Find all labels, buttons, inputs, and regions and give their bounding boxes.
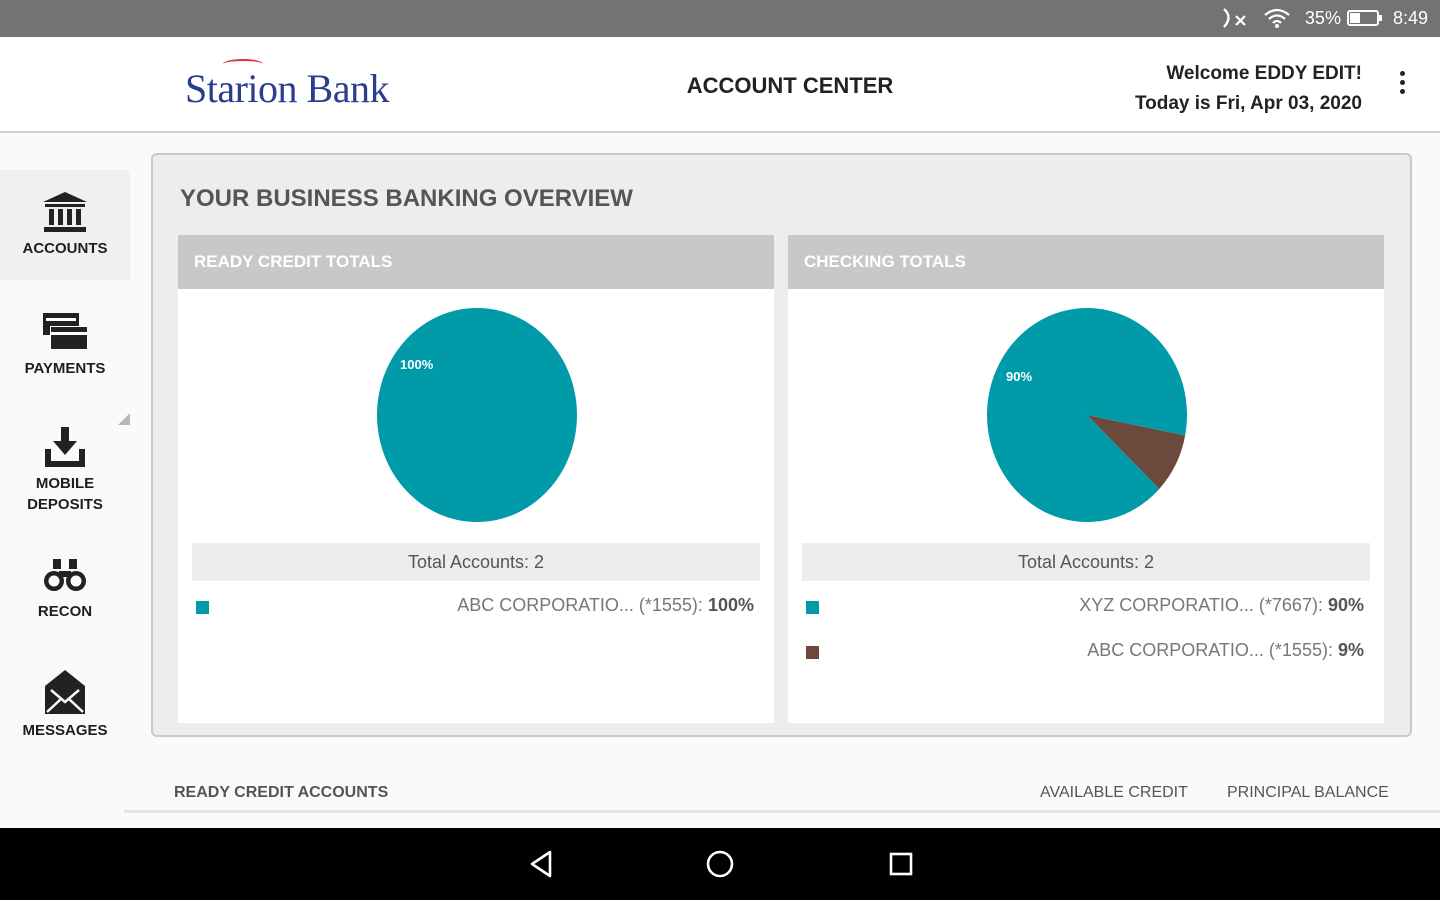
download-deposit-icon [45,427,85,467]
legend-acct: (*1555): [638,595,703,615]
legend-name: ABC CORPORATIO... [1087,640,1264,660]
overview-title: YOUR BUSINESS BANKING OVERVIEW [180,185,633,212]
back-icon[interactable] [526,848,556,880]
welcome-text: Welcome EDDY EDIT! [1166,63,1362,84]
legend-item: ABC CORPORATIO... (*1555): 9% [804,640,1364,664]
home-icon[interactable] [704,848,736,880]
binoculars-icon [44,559,86,591]
status-bar: 35% 8:49 [0,0,1440,37]
logo-text: Starion Bank [185,66,389,111]
pie-slice-label: 90% [1006,369,1032,384]
sidebar-item-mobile-deposits[interactable]: MOBILE DEPOSITS [0,425,130,515]
panel-header: CHECKING TOTALS [788,235,1384,289]
battery-percent: 35% [1304,7,1341,28]
overview-card: YOUR BUSINESS BANKING OVERVIEW READY CRE… [151,153,1412,737]
legend-swatch [806,601,819,614]
sidebar-item-accounts[interactable]: ACCOUNTS [0,170,130,280]
recents-icon[interactable] [886,848,916,880]
sidebar-item-label: MESSAGES [22,722,108,739]
legend-swatch [196,601,209,614]
sidebar-item-payments[interactable]: PAYMENTS [0,310,130,385]
checking-panel: CHECKING TOTALS 90% Total Accounts: 2 XY… [788,235,1384,723]
pie-slice[interactable] [1087,415,1186,489]
sidebar-item-label: RECON [37,603,93,620]
pie-slice[interactable] [377,308,577,522]
panel-header: READY CREDIT TOTALS [178,235,774,289]
envelope-icon [45,670,85,714]
sidebar-item-label: MOBILE [35,475,95,492]
battery-icon [1346,10,1382,26]
legend-pct: 9% [1337,640,1364,660]
logo-swoosh [223,59,263,69]
divider [124,810,1440,813]
legend-name: ABC CORPORATIO... [457,595,634,615]
ready-credit-panel: READY CREDIT TOTALS 100% Total Accounts:… [178,235,774,723]
column-header-principal[interactable]: PRINCIPAL BALANCE [1227,784,1389,801]
sidebar: ACCOUNTS PAYMENTS MOBILE DEPOSITS [0,135,130,828]
total-accounts: Total Accounts: 2 [802,543,1370,581]
bank-icon [43,192,87,232]
sidebar-item-recon[interactable]: RECON [0,553,130,628]
active-indicator [118,413,130,425]
bank-logo[interactable]: Starion Bank [185,59,389,112]
legend-item: ABC CORPORATIO... (*1555): 100% [194,595,754,619]
sidebar-item-label: PAYMENTS [24,360,106,377]
legend-name: XYZ CORPORATIO... [1079,595,1254,615]
payments-icon [43,313,88,350]
legend-acct: (*1555): [1268,640,1333,660]
section-label: READY CREDIT ACCOUNTS [174,784,389,801]
checking-pie-chart: 90% [987,308,1187,522]
sidebar-item-label: ACCOUNTS [22,240,108,257]
more-vert-icon[interactable] [1400,71,1406,98]
legend-item: XYZ CORPORATIO... (*7667): 90% [804,595,1364,619]
legend-swatch [806,646,819,659]
app-header: Starion Bank ACCOUNT CENTER Welcome EDDY… [0,37,1440,133]
column-header-available[interactable]: AVAILABLE CREDIT [1040,784,1188,801]
clock: 8:49 [1392,7,1428,28]
date-text: Today is Fri, Apr 03, 2020 [1134,93,1362,114]
pie-slice-label: 100% [400,357,434,372]
welcome-block: Welcome EDDY EDIT! Today is Fri, Apr 03,… [1135,59,1362,119]
no-sim-icon [1223,8,1246,28]
total-accounts: Total Accounts: 2 [192,543,760,581]
wifi-icon [1264,8,1290,28]
sidebar-item-messages[interactable]: MESSAGES [0,668,130,748]
system-nav-bar [0,828,1440,900]
legend-pct: 90% [1327,595,1364,615]
legend-pct: 100% [707,595,754,615]
page-title: ACCOUNT CENTER [686,73,894,98]
sidebar-item-label: DEPOSITS [27,496,103,513]
legend-acct: (*7667): [1258,595,1323,615]
ready-credit-pie-chart: 100% [377,308,577,522]
pie-slice[interactable] [987,308,1187,522]
